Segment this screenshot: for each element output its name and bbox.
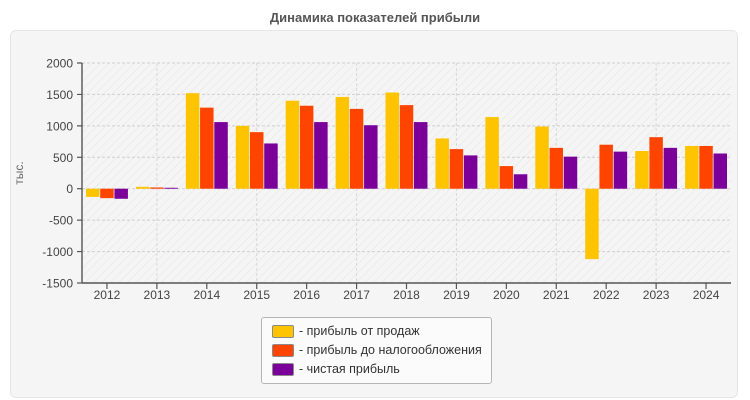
svg-text:2019: 2019 [443, 288, 470, 302]
svg-text:2024: 2024 [693, 288, 720, 302]
svg-text:2023: 2023 [643, 288, 670, 302]
svg-text:-500: -500 [49, 214, 73, 228]
svg-text:2000: 2000 [46, 57, 73, 71]
svg-text:2014: 2014 [193, 288, 220, 302]
svg-text:-1500: -1500 [42, 277, 73, 291]
svg-text:2013: 2013 [144, 288, 171, 302]
svg-text:500: 500 [53, 151, 73, 165]
svg-text:2022: 2022 [593, 288, 620, 302]
svg-text:2015: 2015 [243, 288, 270, 302]
svg-text:2018: 2018 [393, 288, 420, 302]
svg-text:0: 0 [66, 182, 73, 196]
svg-text:1000: 1000 [46, 119, 73, 133]
svg-text:2017: 2017 [343, 288, 370, 302]
svg-text:тыс.: тыс. [12, 161, 26, 184]
svg-text:2012: 2012 [94, 288, 121, 302]
svg-text:2016: 2016 [293, 288, 320, 302]
svg-text:2021: 2021 [543, 288, 570, 302]
svg-text:-1000: -1000 [42, 245, 73, 259]
svg-text:1500: 1500 [46, 88, 73, 102]
svg-text:2020: 2020 [493, 288, 520, 302]
